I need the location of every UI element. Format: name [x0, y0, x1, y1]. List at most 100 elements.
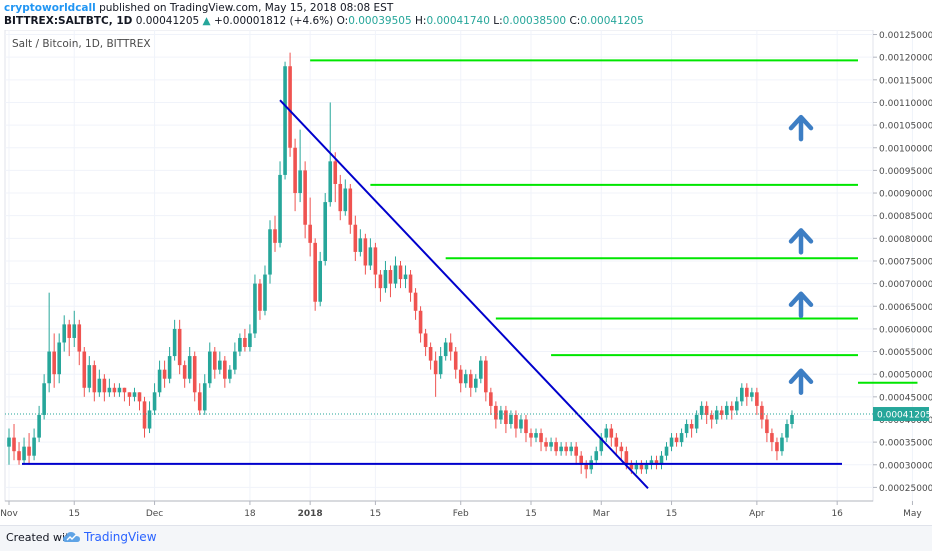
candle-body: [443, 342, 448, 357]
candle-body: [77, 324, 82, 352]
candle-body: [755, 392, 759, 406]
candle-body: [614, 437, 619, 447]
candle-body: [785, 424, 789, 438]
candle-body: [353, 224, 358, 252]
time-axis[interactable]: Nov15Dec18201815Feb15Mar15Apr16May15Jun: [0, 500, 932, 519]
x-tick-label: Apr: [749, 509, 765, 519]
candle-body: [499, 410, 503, 420]
close-label: C:: [569, 15, 581, 27]
candle-body: [102, 378, 107, 393]
candle-body: [122, 387, 127, 393]
candle-body: [519, 419, 523, 429]
candle-body: [428, 347, 433, 361]
y-tick-label: 0.00100000: [879, 144, 932, 154]
y-tick-label: 0.00085000: [879, 212, 932, 222]
y-tick-label: 0.00105000: [879, 122, 932, 132]
candle-body: [243, 337, 247, 348]
candle-body: [484, 360, 488, 393]
candle-body: [574, 446, 578, 456]
candle-body: [403, 274, 408, 280]
candle-body: [559, 446, 563, 452]
x-tick-label: Nov: [0, 509, 18, 519]
price-chart[interactable]: Salt / Bitcoin, 1D, BITTREX 0.001250000.…: [0, 30, 932, 525]
candle-body: [509, 414, 513, 425]
candle-body: [157, 369, 162, 393]
candle-body: [182, 365, 187, 379]
publish-line: cryptoworldcall published on TradingView…: [4, 2, 393, 14]
tradingview-brand[interactable]: TradingView: [84, 530, 157, 544]
candle-body: [67, 324, 72, 338]
candle-body: [599, 437, 604, 452]
candle-body: [594, 451, 599, 461]
candle-body: [358, 238, 363, 252]
y-tick-label: 0.00050000: [879, 371, 932, 381]
up-arrow-icon: [788, 114, 814, 142]
candle-body: [634, 464, 639, 470]
plot-area[interactable]: [4, 30, 874, 502]
candle-body: [709, 414, 714, 420]
candle-body: [624, 451, 629, 465]
candle-body: [328, 161, 333, 203]
candle-body: [87, 365, 92, 388]
y-tick-label: 0.00065000: [879, 303, 932, 313]
candle-body: [62, 324, 67, 343]
candle-body: [413, 292, 418, 311]
x-tick-label: May: [903, 509, 922, 519]
candle-body: [719, 410, 724, 415]
candle-body: [524, 419, 528, 434]
candle-body: [303, 170, 307, 225]
last-price-label: 0.00041205: [877, 411, 931, 421]
price-axis[interactable]: 0.00125000 0.00120000 0.00115000 0.00110000…: [873, 31, 932, 494]
candle-body: [644, 464, 649, 470]
trend-line: [279, 99, 649, 490]
x-tick-label: 16: [831, 509, 843, 519]
candle-body: [619, 446, 624, 452]
candle-body: [313, 242, 317, 302]
candle-body: [137, 392, 142, 402]
candle-body: [664, 446, 669, 456]
candle-body: [473, 378, 478, 388]
candle-body: [393, 265, 398, 284]
candle-body: [378, 274, 383, 289]
y-tick-label: 0.00045000: [879, 393, 932, 403]
up-arrow-icon: [788, 368, 814, 395]
candle-body: [318, 260, 322, 302]
candle-body: [248, 333, 252, 348]
candle-body: [268, 229, 272, 275]
candle-body: [298, 170, 302, 194]
price-change: +0.00001812 (+4.6%): [213, 15, 334, 27]
candle-body: [609, 428, 614, 438]
y-tick-label: 0.00125000: [879, 31, 932, 41]
candle-body: [228, 369, 232, 379]
candle-body: [514, 414, 518, 429]
candle-body: [724, 405, 729, 415]
candle-body: [584, 464, 589, 470]
candle-body: [278, 174, 282, 243]
candle-body: [539, 433, 543, 443]
candles: [7, 52, 794, 479]
y-tick-label: 0.00030000: [879, 461, 932, 471]
candle-body: [494, 405, 498, 420]
candle-body: [107, 387, 112, 393]
open-value: 0.00039505: [348, 15, 412, 27]
x-tick-label: Dec: [146, 509, 163, 519]
up-arrow-icon: [788, 228, 814, 255]
x-tick-label: 18: [244, 509, 256, 519]
close-value: 0.00041205: [580, 15, 644, 27]
candle-body: [734, 401, 739, 411]
candle-body: [72, 324, 77, 338]
candle-body: [152, 392, 157, 411]
change-up-icon: ▲: [202, 15, 211, 27]
candle-body: [223, 360, 227, 379]
candle-body: [433, 360, 438, 375]
candle-body: [489, 392, 493, 406]
candle-body: [147, 410, 152, 429]
candle-body: [127, 392, 132, 397]
candle-body: [27, 446, 31, 456]
candle-body: [674, 437, 679, 443]
candle-body: [162, 369, 167, 379]
candle-body: [790, 414, 794, 425]
author-link[interactable]: cryptoworldcall: [4, 2, 96, 14]
candle-body: [212, 351, 217, 370]
candle-body: [323, 202, 328, 261]
